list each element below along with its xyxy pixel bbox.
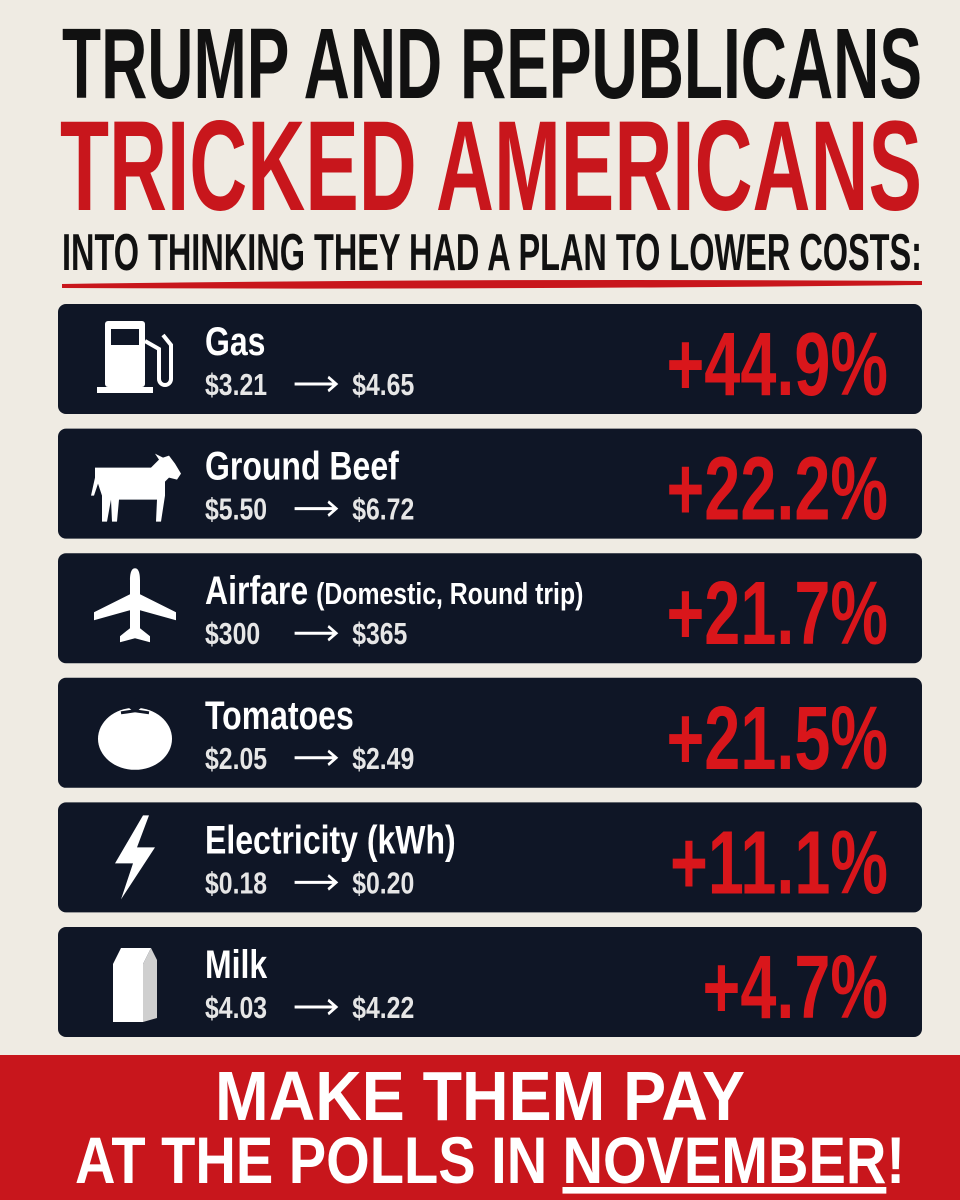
icon-part [113,964,143,1022]
row: Ground Beef $5.50 $6.72 +22.2% [58,428,922,539]
row-box [58,677,922,788]
icon [91,453,181,522]
title-line-1: TRUMP AND REPUBLICANS [62,8,922,120]
price-from: $4.03 [205,990,267,1024]
icon-part [91,453,181,522]
arrow [294,749,339,767]
price-from: $0.18 [205,866,267,900]
item-name: Ground Beef [205,443,400,488]
icon-part [144,333,173,387]
icon-part [98,707,172,770]
icon [97,321,173,393]
arrow [294,500,339,517]
price-from: $5.50 [205,492,267,526]
name-group: Ground Beef [205,443,400,488]
item-name-text: Electricity (kWh) [205,817,456,862]
price-to: $0.20 [352,866,414,900]
row: Tomatoes $2.05 $2.49 +21.5% [58,677,922,788]
icon-part [94,568,176,643]
name-group: Airfare (Domestic, Round trip) [205,568,583,613]
icon-part [111,329,139,345]
name-group: Tomatoes [205,692,354,737]
icon-part [97,387,153,393]
icon-part [113,948,151,964]
item-name: Milk [205,942,268,987]
price-group: $2.05 $2.49 [205,741,414,775]
item-name-text: Milk [205,942,268,987]
item-name: Electricity (kWh) [205,817,456,862]
change-group: +22.2% [666,438,888,539]
footer-band [0,1055,960,1200]
arrow [294,624,339,642]
footer-line-2: AT THE POLLS INNOVEMBER! [75,1123,905,1197]
row-box [58,428,922,539]
icon [113,948,157,1022]
change-group: +21.5% [666,687,888,788]
change-group: +4.7% [702,937,888,1038]
price-group: $0.18 $0.20 [205,866,414,900]
footer-start: AT THE POLLS IN [75,1123,547,1197]
price-from: $2.05 [205,741,267,775]
arrow [294,874,339,891]
name-group: Milk [205,942,268,987]
subtitle: INTO THINKING THEY HAD A PLAN TO LOWER C… [62,224,922,282]
price-from: $3.21 [205,367,267,401]
row-box [58,304,922,414]
footer-end: ! [886,1123,905,1197]
icon-part [120,698,150,715]
row: Electricity (kWh) $0.18 $0.20 +11.1% [58,802,922,913]
item-name-text: Gas [205,319,265,364]
row-box [58,802,922,913]
price-to: $2.49 [352,741,414,775]
arrow [294,375,339,393]
change-group: +44.9% [666,314,888,415]
row: Airfare (Domestic, Round trip) $300 $365 +21… [58,553,922,664]
price-group: $4.03 $4.22 [205,990,414,1024]
row: Gas$3.21 $4.65 +44.9% [58,304,922,415]
row-box [58,553,922,664]
icon [98,698,172,770]
name-group: Gas [205,319,265,364]
icon-part [115,815,155,900]
item-name-text: Tomatoes [205,692,354,737]
change: +22.2% [666,438,888,539]
footer-line-1: MAKE THEM PAY [215,1057,745,1135]
change: +11.1% [670,812,888,913]
price-from: $300 [205,617,260,651]
footer-emphasis: NOVEMBER [562,1123,886,1197]
icon [94,568,176,643]
row-box [58,927,922,1037]
icon-part [143,948,157,1022]
item-name-text: Airfare [205,568,308,613]
icon [115,815,155,900]
arrow [294,998,339,1016]
name-group: Electricity (kWh) [205,817,456,862]
rows: Gas$3.21 $4.65 +44.9% Ground Beef $5.50 $6.72… [58,304,922,1038]
title-line-2: TRICKED AMERICANS [60,95,922,238]
item-name: Airfare (Domestic, Round trip) [205,568,583,613]
change: +21.7% [666,563,888,664]
row: Milk$4.03 $4.22 +4.7% [58,927,922,1038]
change: +44.9% [666,314,888,415]
price-group: $3.21 $4.65 [205,367,414,401]
price-to: $4.22 [352,990,414,1024]
price-to: $6.72 [352,492,414,526]
change-group: +11.1% [670,812,888,913]
price-group: $5.50 $6.72 [205,492,414,526]
underline [62,280,922,289]
price-group: $300 $365 [205,617,407,651]
price-to: $365 [352,617,407,651]
change-group: +21.7% [666,563,888,664]
price-to: $4.65 [352,367,414,401]
change: +21.5% [666,687,888,788]
item-note: (Domestic, Round trip) [316,577,583,611]
change: +4.7% [702,937,888,1038]
item-name: Tomatoes [205,692,354,737]
item-name: Gas [205,319,265,364]
item-name-text: Ground Beef [205,443,400,488]
